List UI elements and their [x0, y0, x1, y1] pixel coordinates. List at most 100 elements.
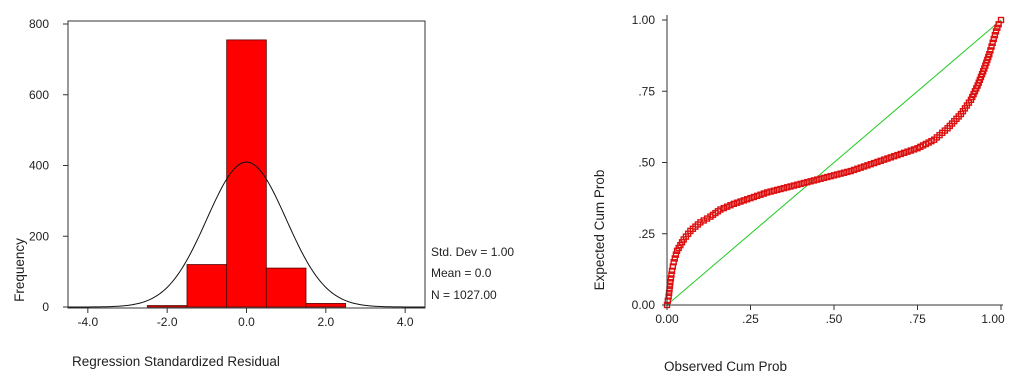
- pp-plot-point-fill: [750, 193, 758, 201]
- pp-plot-point-fill: [990, 35, 997, 43]
- pp-plot-point-fill: [900, 149, 908, 157]
- pp-plot-point-fill: [727, 202, 734, 209]
- pp-plot-x-tick-label: 0.00: [655, 312, 679, 326]
- pp-plot-x-tick-label: .50: [826, 312, 843, 326]
- pp-plot-point-fill: [991, 32, 999, 39]
- pp-plot-point-fill: [884, 155, 891, 162]
- histogram-y-tick-label: 600: [29, 88, 49, 102]
- pp-plot-point-12: [730, 200, 737, 208]
- pp-plot-point-4: [670, 259, 677, 266]
- pp-plot-point-fill: [824, 173, 831, 181]
- histogram-y-tick-label: 0: [42, 300, 49, 314]
- pp-plot-point-fill: [988, 43, 995, 50]
- pp-plot-x-tick-label: 1.00: [981, 312, 1005, 326]
- pp-plot-point-fill: [870, 159, 878, 167]
- pp-plot-point-fill: [790, 182, 798, 189]
- pp-plot-point-fill: [857, 164, 864, 171]
- reference-line: [666, 19, 1002, 306]
- pp-plot-point-1: [665, 293, 672, 300]
- pp-plot-point-fill: [844, 168, 851, 176]
- pp-plot-point-11: [717, 206, 724, 213]
- pp-plot-point-fill: [770, 187, 778, 194]
- pp-plot-point-17: [814, 176, 821, 183]
- histogram-bar-4: [305, 303, 347, 308]
- histogram-y-tick-label: 400: [29, 159, 49, 173]
- pp-plot-point-fill: [723, 203, 731, 210]
- pp-plot-point-21: [880, 156, 888, 163]
- histogram-bar-0: [146, 305, 188, 308]
- histogram-bar-3: [265, 267, 307, 308]
- pp-plot-x-axis: 0.00 .25 .50 .75 1.00: [655, 305, 1005, 326]
- pp-plot-y-axis: 0.00 .25 .50 .75 1.00: [632, 13, 667, 312]
- pp-plot-point-fill: [804, 178, 811, 186]
- pp-plot-y-tick-label: .50: [638, 156, 655, 170]
- pp-plot-point-fill: [860, 163, 868, 170]
- histogram-x-tick-label: -2.0: [157, 315, 178, 329]
- histogram-bars: [146, 39, 347, 308]
- pp-plot-point-fill: [743, 196, 751, 203]
- pp-plot-point-31: [989, 39, 996, 46]
- pp-plot-point-fill: [810, 177, 818, 184]
- pp-plot-point-fill: [784, 184, 791, 191]
- pp-plot-x-tick-label: .75: [909, 312, 926, 326]
- pp-plot-point-fill: [850, 166, 858, 174]
- pp-plot-point-fill: [910, 146, 918, 153]
- pp-plot-point-fill: [854, 165, 861, 172]
- pp-plot-point-fill: [737, 198, 744, 205]
- pp-plot-point-fill: [767, 188, 774, 195]
- pp-plot-point-fill: [894, 151, 901, 159]
- pp-plot-point-fill: [890, 153, 898, 160]
- pp-plot-point-fill: [774, 186, 781, 194]
- stat-n: N = 1027.00: [431, 288, 497, 302]
- normal-curve: [68, 161, 425, 308]
- pp-plot-point-fill: [807, 178, 814, 185]
- pp-plot-point-3: [668, 267, 676, 274]
- pp-plot-chart: 0.00 .25 .50 .75 1.00 0.00 .25 .50 .75 1.00 Expe…: [592, 13, 1005, 374]
- histogram-x-tick-label: 0.0: [238, 315, 255, 329]
- histogram-x-axis-label: Regression Standardized Residual: [72, 354, 280, 369]
- pp-plot-y-tick-label: 0.00: [632, 298, 656, 312]
- pp-plot-point-fill: [817, 175, 824, 182]
- pp-plot-point-fill: [753, 192, 761, 200]
- histogram-x-tick-label: 2.0: [317, 315, 334, 329]
- pp-plot-point-16: [797, 180, 804, 188]
- pp-plot-point-fill: [904, 148, 911, 155]
- pp-plot-y-tick-label: 1.00: [632, 13, 656, 27]
- pp-plot-point-fill: [760, 190, 768, 197]
- histogram-bar-2: [226, 39, 267, 308]
- pp-plot-point-fill: [664, 297, 672, 304]
- pp-plot-point-fill: [740, 197, 748, 204]
- pp-plot-point-32: [992, 28, 1000, 35]
- pp-plot-point-15: [780, 184, 788, 192]
- pp-plot-point-2: [667, 279, 674, 286]
- pp-plot-x-tick-label: .25: [742, 312, 759, 326]
- histogram-bar-1: [186, 264, 228, 308]
- histogram-x-axis: -4.0 -2.0 0.0 2.0 4.0: [77, 308, 414, 329]
- pp-plot-point-14: [764, 189, 771, 196]
- histogram-x-tick-label: -4.0: [77, 315, 98, 329]
- pp-plot-point-fill: [787, 183, 794, 190]
- pp-plot-point-fill: [994, 24, 1001, 32]
- pp-plot-point-19: [847, 167, 854, 175]
- pp-plot-y-axis-label: Expected Cum Prob: [592, 170, 607, 291]
- pp-plot-point-fill: [840, 169, 848, 176]
- histogram-y-axis: 0 200 400 600 800: [29, 17, 68, 314]
- pp-plot-point-fill: [671, 255, 678, 262]
- pp-plot-point-fill: [827, 172, 834, 180]
- stat-std-dev: Std. Dev = 1.00: [431, 245, 514, 259]
- pp-plot-point-fill: [720, 204, 727, 212]
- pp-plot-point-fill: [669, 263, 677, 270]
- pp-plot-point-18: [830, 172, 838, 179]
- pp-plot-point-fill: [834, 171, 841, 178]
- pp-plot-y-tick-label: .75: [638, 84, 655, 98]
- histogram-x-tick-label: 4.0: [397, 315, 414, 329]
- histogram-y-tick-label: 200: [29, 229, 49, 243]
- stat-mean: Mean = 0.0: [431, 266, 492, 280]
- pp-plot-point-34: [997, 16, 1005, 24]
- pp-plot-point-fill: [987, 47, 994, 54]
- pp-plot-point-fill: [733, 199, 741, 206]
- pp-plot-point-fill: [907, 147, 915, 154]
- pp-plot-point-fill: [820, 174, 828, 182]
- histogram-y-axis-label: Frequency: [12, 238, 27, 302]
